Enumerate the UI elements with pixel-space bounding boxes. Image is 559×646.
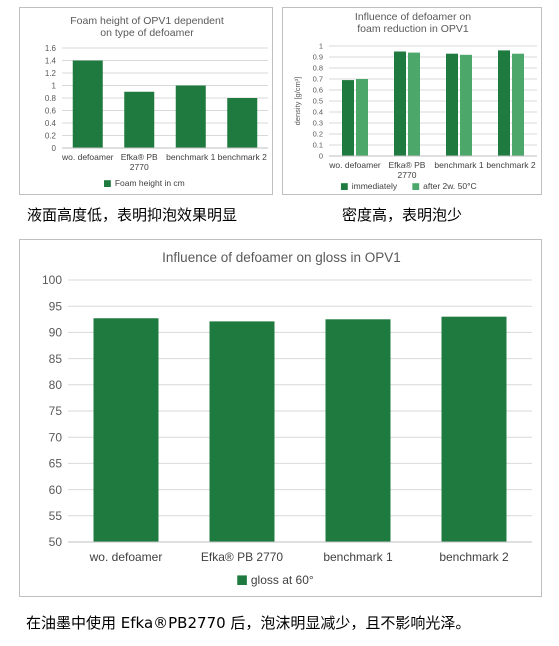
y-tick-label: 0.2 [313, 130, 323, 139]
y-tick-label: 0.6 [45, 106, 57, 115]
y-tick-label: 70 [49, 430, 63, 444]
y-tick-label: 1.2 [45, 69, 57, 78]
x-category-label: benchmark 1 [323, 550, 393, 564]
bar-series0-cat3 [498, 50, 510, 156]
x-category-label: benchmark 1 [166, 152, 215, 162]
y-tick-label: 80 [49, 378, 63, 392]
legend-swatch [237, 575, 247, 585]
y-tick-label: 100 [42, 273, 62, 287]
y-tick-label: 0.7 [313, 75, 323, 84]
x-category-label: Efka® PB [389, 160, 426, 170]
chart-title-line: Foam height of OPV1 dependent [70, 15, 224, 27]
legend-label: Foam height in cm [115, 178, 185, 188]
bar-cat3 [441, 316, 507, 542]
y-tick-label: 1 [319, 42, 323, 51]
bar-series1-cat1 [408, 52, 420, 156]
legend-swatch [412, 183, 420, 190]
chart-title-line: Influence of defoamer on [355, 11, 471, 23]
y-tick-label: 0.1 [313, 141, 323, 150]
y-tick-label: 0.6 [313, 86, 323, 95]
chart-title-line: foam reduction in OPV1 [357, 23, 469, 35]
bar-cat2 [325, 319, 391, 542]
y-tick-label: 0 [319, 152, 323, 161]
x-category-label: wo. defoamer [328, 160, 381, 170]
y-tick-label: 0.4 [313, 108, 323, 117]
x-category-label: Efka® PB [121, 152, 158, 162]
y-tick-label: 55 [49, 509, 63, 523]
x-category-label: benchmark 2 [439, 550, 509, 564]
y-tick-label: 0.2 [45, 131, 57, 140]
caption-density: 密度高，表明泡少 [342, 206, 463, 224]
caption-foam-height: 液面高度低，表明抑泡效果明显 [27, 206, 238, 224]
bar-cat0 [72, 60, 103, 148]
x-category-label: 2770 [398, 170, 417, 180]
x-category-label: 2770 [130, 162, 149, 172]
bar-cat3 [227, 98, 258, 148]
y-tick-label: 90 [49, 326, 63, 340]
legend-label: gloss at 60° [251, 573, 314, 587]
y-tick-label: 1.6 [45, 44, 57, 53]
x-category-label: benchmark 1 [434, 160, 483, 170]
y-tick-label: 0.8 [313, 64, 323, 73]
y-tick-label: 0.8 [45, 94, 57, 103]
bar-series1-cat3 [512, 53, 524, 157]
y-tick-label: 75 [49, 404, 63, 418]
x-category-label: wo. defoamer [89, 550, 163, 564]
y-tick-label: 0.3 [313, 119, 323, 128]
y-tick-label: 95 [49, 299, 63, 313]
foam-height-chart: Foam height of OPV1 dependent on type of … [19, 7, 273, 195]
y-tick-label: 85 [49, 352, 63, 366]
legend-swatch [104, 180, 111, 187]
legend-label: after 2w. 50°C [423, 181, 476, 191]
x-category-label: benchmark 2 [218, 152, 267, 162]
y-tick-label: 0 [52, 144, 57, 153]
bar-cat2 [175, 85, 206, 148]
gloss-chart-svg: Influence of defoamer on gloss in OPV1 50… [42, 250, 532, 587]
y-tick-label: 65 [49, 457, 63, 471]
y-tick-label: 0.5 [313, 97, 323, 106]
bar-series1-cat2 [460, 54, 472, 156]
x-category-label: benchmark 2 [486, 160, 535, 170]
gloss-chart: Influence of defoamer on gloss in OPV1 50… [19, 239, 542, 597]
bar-cat0 [93, 318, 159, 542]
bar-series0-cat2 [446, 53, 458, 157]
x-category-label: wo. defoamer [61, 152, 114, 162]
y-tick-label: 50 [49, 535, 63, 549]
legend-label: immediately [352, 181, 398, 191]
chart-title-line: on type of defoamer [100, 27, 194, 39]
y-axis-label: density [g/cm³] [293, 77, 302, 126]
y-tick-label: 0.4 [45, 119, 57, 128]
chart-title-line: Influence of defoamer on gloss in OPV1 [162, 250, 401, 265]
caption-gloss: 在油墨中使用 Efka®PB2770 后，泡沫明显减少，且不影响光泽。 [26, 614, 471, 632]
y-tick-label: 60 [49, 483, 63, 497]
y-tick-label: 0.9 [313, 53, 323, 62]
x-category-label: Efka® PB 2770 [201, 550, 284, 564]
bar-cat1 [209, 321, 275, 542]
y-tick-label: 1.4 [45, 56, 57, 65]
bar-cat1 [124, 91, 155, 148]
bar-series0-cat1 [394, 51, 406, 156]
density-chart: Influence of defoamer on foam reduction i… [282, 7, 542, 195]
y-tick-label: 1 [52, 81, 57, 90]
bar-series0-cat0 [342, 80, 354, 156]
bar-series1-cat0 [356, 79, 368, 156]
legend-swatch [340, 183, 348, 190]
